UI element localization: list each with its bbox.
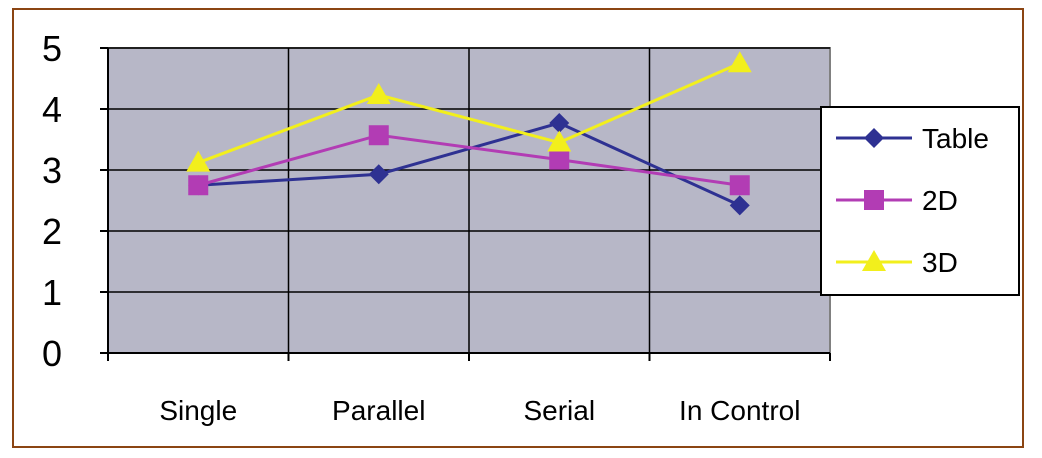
data-point-triangle (366, 82, 391, 104)
legend-item-2d: 2D (836, 185, 958, 216)
series-2d (188, 125, 750, 196)
y-tick-labels: 0 1 2 3 4 5 (42, 28, 62, 374)
data-point-triangle (862, 250, 886, 271)
y-tick-label: 3 (42, 150, 62, 191)
data-point-square (188, 175, 209, 196)
data-point-diamond (729, 195, 750, 216)
axes (100, 47, 831, 361)
y-tick-label: 0 (42, 333, 62, 374)
data-point-triangle (186, 150, 211, 172)
legend: Table 2D 3D (820, 106, 1020, 296)
legend-item-3d: 3D (836, 247, 958, 278)
legend-label: 3D (922, 247, 958, 278)
data-point-square (368, 125, 389, 146)
data-point-diamond (549, 113, 570, 134)
series-3d (186, 51, 752, 172)
series-layer (186, 51, 752, 216)
data-point-square (729, 175, 750, 196)
data-point-triangle (547, 130, 572, 152)
y-tick-label: 1 (42, 272, 62, 313)
x-category-label: Serial (523, 395, 595, 426)
series-line (197, 133, 740, 187)
y-tick-label: 5 (42, 28, 62, 69)
data-point-triangle (727, 51, 752, 73)
y-tick-label: 4 (42, 89, 62, 130)
data-point-diamond (864, 128, 884, 148)
data-point-square (864, 190, 884, 210)
x-category-label: Parallel (332, 395, 425, 426)
x-category-label: Single (159, 395, 237, 426)
x-tick-labels: Single Parallel Serial In Control (159, 395, 800, 426)
legend-label: 2D (922, 185, 958, 216)
x-category-label: In Control (679, 395, 800, 426)
grid-lines (108, 47, 830, 353)
series-line (197, 61, 741, 165)
legend-item-table: Table (836, 123, 989, 154)
data-point-square (549, 149, 570, 170)
data-point-diamond (368, 164, 389, 185)
legend-label: Table (922, 123, 989, 154)
y-tick-label: 2 (42, 211, 62, 252)
